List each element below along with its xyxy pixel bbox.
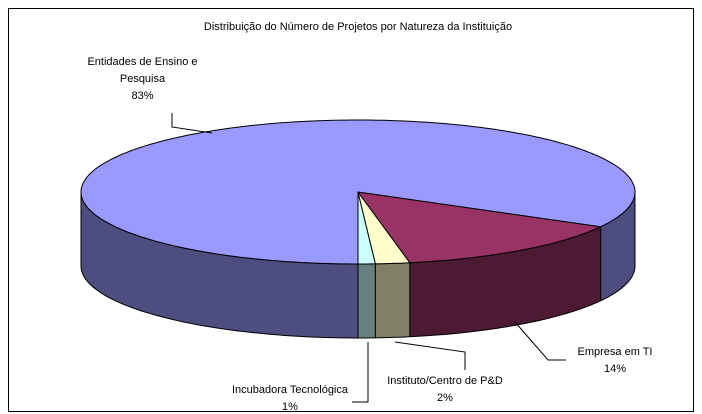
leader-line: [352, 342, 369, 403]
slice: [356, 191, 603, 264]
slice-label: Incubadora Tecnológica 1%: [215, 382, 365, 414]
slice-side: [357, 263, 376, 339]
slice-side: [374, 262, 411, 339]
pie-tops: [80, 119, 636, 265]
value-label: 1%: [282, 401, 298, 413]
category-label: Instituto/Centro de P&D: [387, 375, 503, 387]
slice-label: Entidades de Ensino e Pesquisa 83%: [80, 54, 205, 105]
slice-label: Empresa em TI 14%: [550, 344, 680, 378]
value-label: 2%: [437, 392, 453, 404]
value-label: 83%: [131, 90, 154, 102]
category-label: Entidades de Ensino e Pesquisa: [87, 56, 198, 85]
value-label: 14%: [603, 363, 627, 375]
leader-line: [394, 341, 466, 370]
slice-label: Instituto/Centro de P&D 2%: [370, 373, 520, 407]
slice: [80, 119, 636, 265]
pie-sides: [80, 191, 636, 339]
leader-line: [514, 321, 566, 361]
chart-title: Distribuição do Número de Projetos por N…: [204, 21, 512, 33]
leader-line: [171, 113, 213, 134]
category-label: Incubadora Tecnológica: [232, 384, 348, 396]
category-label: Empresa em TI: [577, 346, 653, 358]
leader-lines: [171, 113, 566, 403]
